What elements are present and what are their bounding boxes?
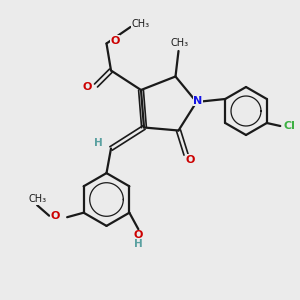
Text: H: H	[134, 239, 143, 249]
Text: N: N	[194, 95, 202, 106]
Text: CH₃: CH₃	[28, 194, 46, 204]
Text: CH₃: CH₃	[132, 19, 150, 29]
Text: O: O	[134, 230, 143, 240]
Text: CH₃: CH₃	[171, 38, 189, 49]
Text: O: O	[50, 211, 60, 221]
Text: O: O	[83, 82, 92, 92]
Text: Cl: Cl	[283, 121, 295, 131]
Text: O: O	[110, 35, 120, 46]
Text: O: O	[186, 155, 195, 165]
Text: H: H	[94, 138, 103, 148]
